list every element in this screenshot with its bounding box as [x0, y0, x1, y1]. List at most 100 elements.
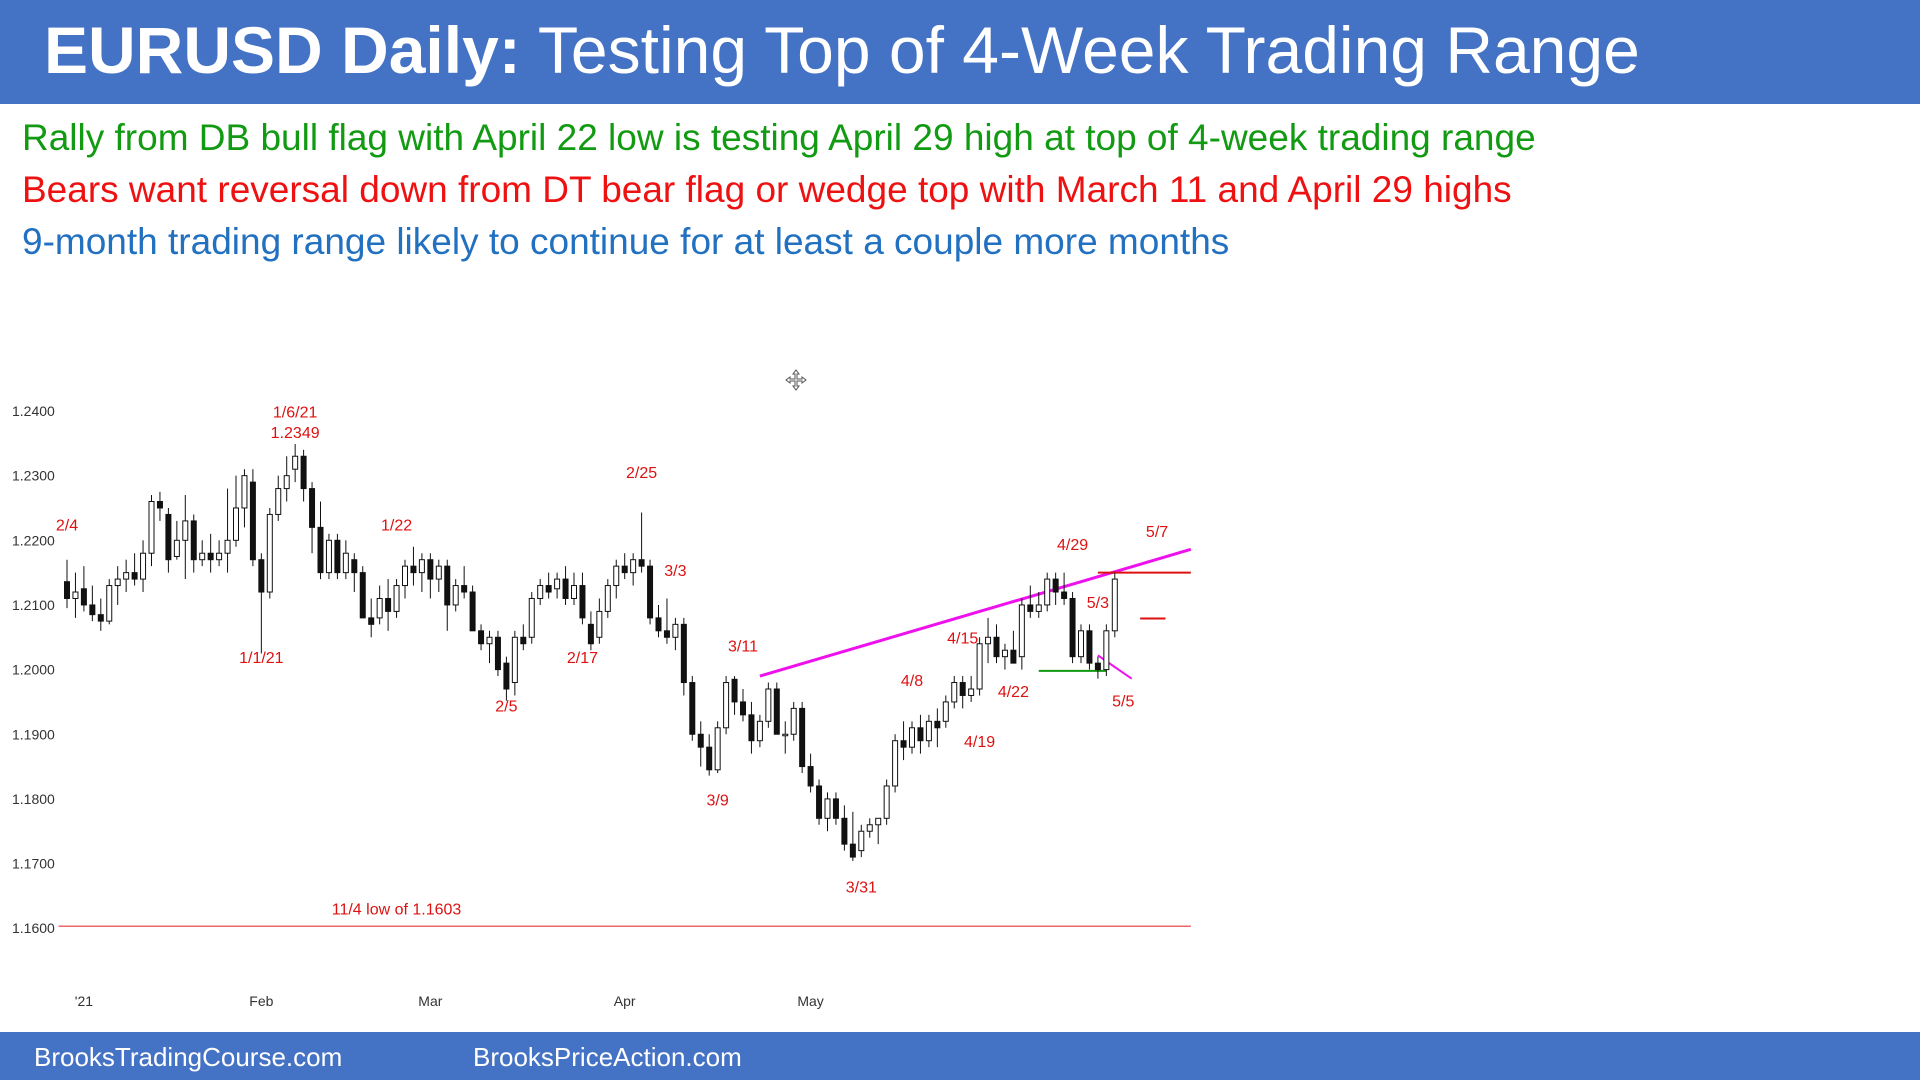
- bear-candle: [1086, 630, 1093, 664]
- bull-candle: [883, 785, 890, 819]
- bull-candle: [342, 552, 349, 574]
- bull-candle: [325, 539, 332, 574]
- chart-annotation: 4/22: [998, 684, 1029, 701]
- bear-candle: [64, 581, 70, 599]
- bear-candle: [520, 636, 527, 645]
- x-tick-label: Feb: [249, 993, 273, 1009]
- bull-candle: [714, 727, 721, 771]
- bear-candle: [740, 701, 746, 716]
- bull-candle: [909, 727, 915, 748]
- bull-candle: [106, 585, 113, 622]
- x-tick-label: Mar: [418, 993, 442, 1009]
- chart-annotation: 1.2349: [271, 425, 320, 442]
- bull-candle: [968, 688, 975, 696]
- bull-candle: [173, 539, 180, 557]
- may-5-low-wedge-line: [1097, 654, 1133, 680]
- bear-candle: [799, 707, 806, 768]
- bear-candle: [773, 688, 780, 735]
- bull-candle: [942, 701, 949, 722]
- bull-candle: [452, 585, 459, 606]
- bear-candle: [562, 578, 569, 599]
- bull-candle: [182, 520, 189, 541]
- bull-candle: [376, 597, 383, 619]
- bull-candle: [790, 707, 797, 735]
- bull-candle: [241, 475, 248, 509]
- chart-annotation: 1/1/21: [239, 650, 284, 667]
- bear-candle: [545, 585, 552, 593]
- x-tick-label: May: [797, 993, 823, 1009]
- bear-candle: [317, 526, 324, 574]
- bear-candle: [385, 597, 392, 612]
- bear-candle: [97, 614, 104, 622]
- bull-candle: [976, 643, 983, 690]
- bear-candle: [621, 565, 628, 574]
- chart-annotation: 4/8: [901, 673, 923, 690]
- bear-candle: [689, 682, 696, 735]
- chart-annotation: 2/25: [626, 465, 657, 482]
- chart-annotation: 2/5: [495, 699, 517, 716]
- bear-candle: [959, 682, 966, 696]
- bull-candle: [756, 720, 763, 742]
- bull-candle: [1078, 630, 1084, 658]
- bear-candle: [807, 766, 814, 787]
- bull-candle: [140, 552, 147, 580]
- bear-candle: [1094, 662, 1101, 671]
- bear-candle: [249, 481, 256, 561]
- bullish-note: Rally from DB bull flag with April 22 lo…: [22, 117, 1536, 158]
- bear-candle: [334, 539, 341, 574]
- bull-candle: [435, 565, 442, 580]
- outlook-note: 9-month trading range likely to continue…: [22, 221, 1230, 262]
- bear-candle: [89, 604, 96, 616]
- title-symbol: EURUSD Daily:: [44, 13, 521, 87]
- bear-candle: [748, 714, 755, 742]
- bear-candle: [1027, 604, 1034, 612]
- bear-candle: [190, 520, 197, 561]
- title-banner: [0, 0, 1920, 104]
- bull-candle: [402, 565, 408, 587]
- bull-candle: [1103, 630, 1110, 671]
- chart-annotation: 1/22: [381, 518, 412, 535]
- bear-candle: [832, 798, 839, 819]
- bull-candle: [486, 636, 493, 645]
- footer-link-course[interactable]: BrooksTradingCourse.com: [34, 1042, 343, 1072]
- footer-link-priceaction[interactable]: BrooksPriceAction.com: [473, 1042, 742, 1072]
- bull-candle: [571, 585, 577, 599]
- bear-candle: [300, 455, 307, 490]
- bull-candle: [216, 552, 223, 561]
- move-icon[interactable]: [785, 369, 807, 391]
- bear-candle: [849, 843, 856, 858]
- bull-candle: [114, 578, 121, 587]
- bear-candle: [494, 636, 501, 671]
- bear-candle: [359, 572, 366, 619]
- bear-candle: [663, 630, 670, 638]
- bull-candle: [1001, 649, 1008, 658]
- bear-candle: [444, 565, 451, 606]
- eurusd-daily-chart: 1.2400 1.2300 1.2200 1.2100 1.2000 1.1900 1.18…: [12, 403, 1192, 1009]
- bull-candle: [418, 559, 425, 574]
- bull-candle: [723, 682, 730, 729]
- bear-candle: [587, 623, 594, 645]
- bull-candle: [875, 817, 882, 826]
- y-tick-label: 1.1900: [12, 726, 55, 742]
- bear-candle: [1010, 649, 1017, 664]
- bull-candle: [1044, 578, 1051, 606]
- bull-candle: [554, 578, 561, 590]
- bear-candle: [993, 636, 1000, 658]
- bear-candle: [368, 617, 375, 625]
- bull-candle: [1111, 578, 1118, 632]
- bear-candle: [80, 588, 87, 606]
- bull-candle: [199, 552, 206, 561]
- chart-annotation: 4/29: [1057, 537, 1088, 554]
- chart-annotation: 4/19: [964, 734, 995, 751]
- page-title: EURUSD Daily: Testing Top of 4-Week Trad…: [44, 8, 1640, 92]
- y-tick-label: 1.2100: [12, 597, 55, 613]
- y-tick-label: 1.2200: [12, 532, 55, 548]
- chart-annotation: 3/31: [846, 880, 877, 897]
- bull-candle: [630, 559, 637, 574]
- bear-candle: [503, 662, 510, 690]
- bull-candle: [985, 636, 992, 645]
- x-tick-label: '21: [75, 993, 93, 1009]
- bear-candle: [1069, 597, 1076, 658]
- bear-candle: [478, 630, 485, 645]
- bear-candle: [1061, 591, 1068, 599]
